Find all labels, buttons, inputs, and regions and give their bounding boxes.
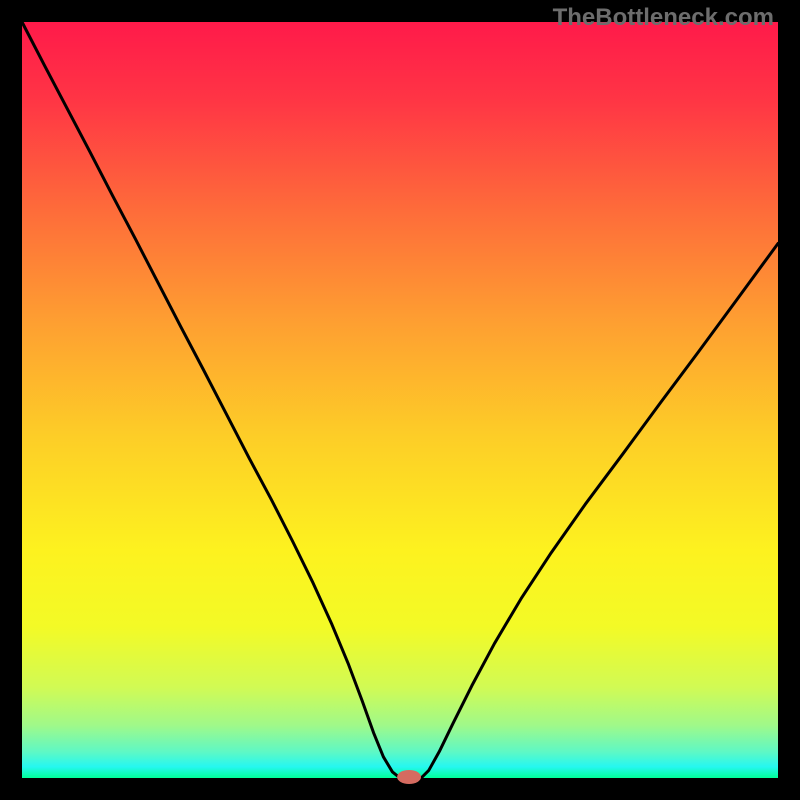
frame-right	[778, 0, 800, 800]
frame-left	[0, 0, 22, 800]
min-marker	[397, 770, 421, 784]
bottleneck-curve	[22, 22, 778, 778]
chart-overlay	[0, 0, 800, 800]
watermark-text: TheBottleneck.com	[553, 4, 774, 32]
